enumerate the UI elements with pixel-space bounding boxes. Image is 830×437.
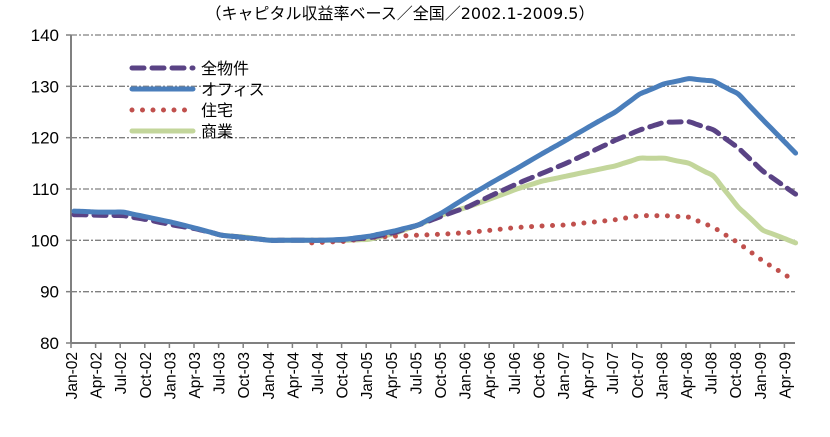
x-tick-label: Jul-08: [704, 352, 721, 394]
x-tick-label: Jan-08: [654, 352, 671, 399]
x-tick-label: Jan-07: [556, 352, 573, 399]
x-tick-label: Jul-02: [113, 352, 130, 394]
x-tick-label: Jan-06: [458, 352, 475, 399]
x-tick-label: Apr-08: [679, 352, 696, 399]
x-tick-label: Jan-04: [261, 352, 278, 400]
x-tick-label: Oct-04: [335, 352, 352, 399]
x-tick-label: Apr-06: [482, 352, 499, 399]
x-tick-label: Jul-07: [605, 352, 622, 394]
legend-label: オフィス: [201, 80, 265, 99]
x-tick-label: Jul-05: [408, 352, 425, 394]
x-tick-label: Apr-09: [777, 352, 794, 399]
x-tick-label: Oct-07: [630, 352, 647, 399]
x-tick-label: Apr-05: [384, 352, 401, 399]
series-line-2: [309, 213, 799, 284]
y-tick-label: 80: [40, 334, 59, 353]
series-lines: [71, 76, 799, 284]
y-axis-ticks: 80 90 100 110 120 130 140: [31, 26, 71, 353]
x-axis-ticks: Jan-02 Apr-02 Jul-02 Oct-02 Jan-03 Apr-03 Jul-…: [64, 343, 794, 399]
legend-label: 商業: [201, 122, 233, 141]
x-tick-label: Apr-02: [89, 352, 106, 399]
x-tick-label: Apr-04: [285, 352, 302, 399]
x-tick-label: Jan-02: [64, 352, 81, 399]
x-tick-label: Oct-02: [138, 352, 155, 399]
legend-label: 全物件: [201, 59, 249, 78]
y-tick-label: 130: [31, 77, 59, 96]
x-tick-label: Jul-06: [507, 352, 524, 394]
y-tick-label: 90: [40, 283, 59, 302]
y-tick-label: 100: [31, 231, 59, 250]
x-tick-label: Oct-08: [728, 352, 745, 399]
x-tick-label: Jan-05: [359, 352, 376, 399]
x-tick-label: Jul-04: [310, 352, 327, 395]
legend-label: 住宅: [201, 101, 233, 120]
x-tick-label: Apr-07: [581, 352, 598, 399]
series-line-1: [71, 76, 799, 243]
x-tick-label: Oct-03: [236, 352, 253, 399]
grid-lines: [71, 34, 795, 293]
x-tick-label: Oct-05: [433, 352, 450, 399]
x-tick-label: Jan-09: [753, 352, 770, 399]
y-tick-label: 140: [31, 26, 59, 45]
chart-title: （キャピタル収益率ベース／全国／2002.1-2009.5）: [206, 4, 595, 23]
y-tick-label: 120: [31, 129, 59, 148]
x-tick-label: Oct-06: [531, 352, 548, 399]
x-tick-label: Jan-03: [162, 352, 179, 399]
x-tick-label: Apr-03: [187, 352, 204, 399]
x-tick-label: Jul-03: [212, 352, 229, 394]
y-tick-label: 110: [32, 180, 59, 199]
